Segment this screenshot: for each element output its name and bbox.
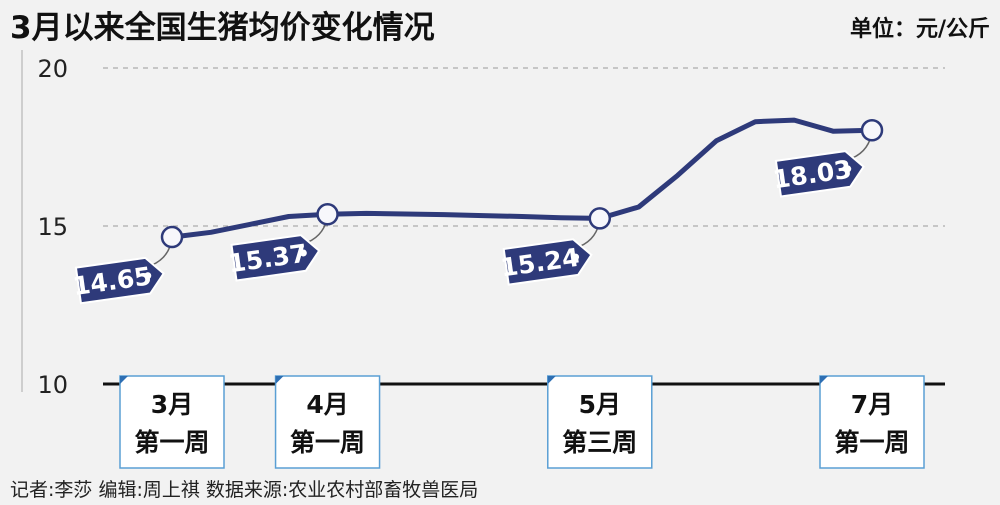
price-tag-hole xyxy=(572,253,580,261)
price-tag-body xyxy=(230,234,321,282)
period-marker-corner xyxy=(120,376,128,384)
period-marker-corner xyxy=(820,376,828,384)
y-tick-labels: 10 15 20 xyxy=(37,55,68,399)
period-label-week: 第三周 xyxy=(562,428,637,457)
price-tag-body xyxy=(74,256,165,305)
period-marker-corner xyxy=(547,376,556,384)
period-marker-box xyxy=(119,375,225,469)
period-label-month: 5月 xyxy=(579,390,621,419)
data-point xyxy=(588,207,612,230)
period-marker-box xyxy=(274,375,381,469)
data-point xyxy=(316,203,339,226)
period-marker-box xyxy=(547,375,653,469)
value-callout: 15.37 xyxy=(227,203,339,282)
data-point xyxy=(160,225,184,249)
price-tag-body xyxy=(774,150,865,198)
period-label-week: 第一周 xyxy=(834,428,909,457)
period-marker-corner xyxy=(275,376,284,384)
price-tag: 18.03 xyxy=(771,150,865,198)
value-callout: 18.03 xyxy=(771,119,884,198)
period-label-month: 4月 xyxy=(306,390,348,419)
data-point xyxy=(860,119,884,142)
value-callouts: 14.65 15.37 15.24 18.03 xyxy=(71,119,884,305)
unit-label: 单位：元/公斤 xyxy=(850,16,990,42)
period-label-week: 第一周 xyxy=(134,428,209,457)
price-tag: 15.24 xyxy=(499,238,593,286)
price-tag-hole xyxy=(844,165,852,173)
price-tag: 14.65 xyxy=(71,256,165,305)
price-tag-hole xyxy=(144,272,152,280)
period-label-week: 第一周 xyxy=(290,428,365,457)
y-tick-label: 20 xyxy=(37,55,68,83)
period-marker-box xyxy=(819,375,925,469)
price-tag-body xyxy=(502,238,593,286)
chart-title: 3月以来全国生猪均价变化情况 xyxy=(10,10,435,46)
y-tick-label: 15 xyxy=(37,213,68,241)
series-line xyxy=(169,117,875,240)
value-callout: 15.24 xyxy=(499,207,612,286)
period-label-month: 7月 xyxy=(851,390,893,419)
y-tick-label: 10 xyxy=(37,371,68,399)
period-label-month: 3月 xyxy=(151,390,193,419)
price-tag-hole xyxy=(299,249,307,257)
footer-credits: 记者:李莎 编辑:周上祺 数据来源:农业农村部畜牧兽医局 xyxy=(10,479,478,501)
price-tag: 15.37 xyxy=(227,234,321,282)
value-callout: 14.65 xyxy=(71,225,184,305)
